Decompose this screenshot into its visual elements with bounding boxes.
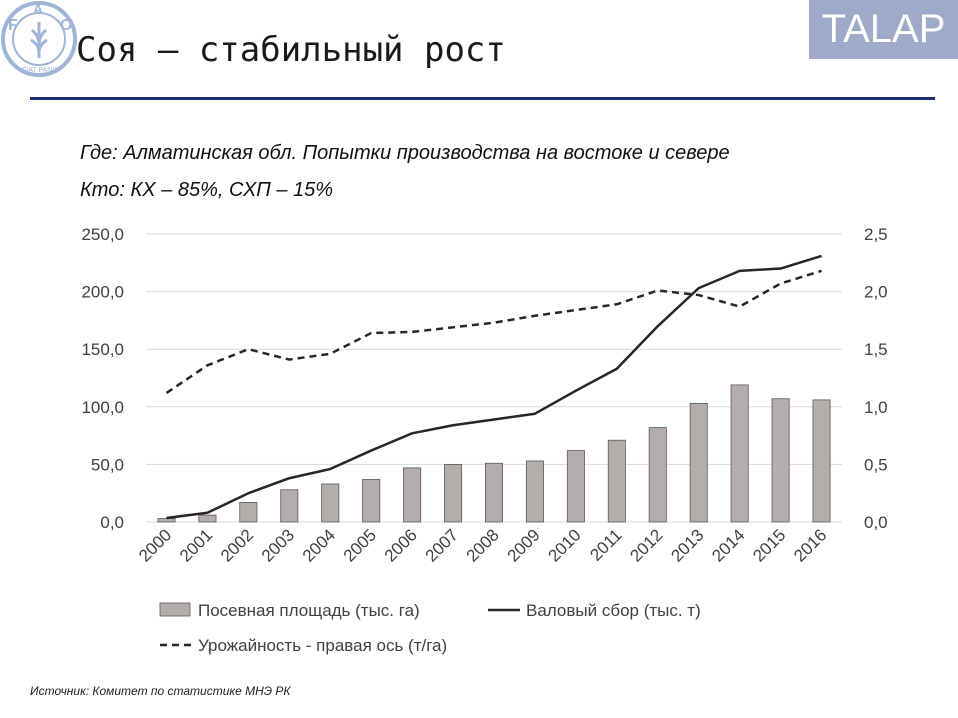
bar <box>730 384 749 523</box>
fao-logo: F A O FIAT PANIS <box>1 1 77 77</box>
subtitle-where: Где: Алматинская обл. Попытки производст… <box>80 142 730 164</box>
legend-label-area: Посевная площадь (тыс. га) <box>198 601 420 620</box>
x-tick-label: 2007 <box>422 525 462 565</box>
subtitle-who: Кто: КХ – 85%, СХП – 15% <box>80 179 334 201</box>
line-yield-dashed <box>165 269 822 395</box>
x-tick-label: 2010 <box>545 525 585 565</box>
bar <box>444 463 463 523</box>
x-tick-label: 2004 <box>299 525 339 565</box>
y-right-tick-label: 0,5 <box>864 455 888 474</box>
y-left-tick-label: 0,0 <box>100 513 124 532</box>
y-right-tick-label: 1,5 <box>864 340 888 359</box>
svg-text:A: A <box>33 1 43 17</box>
x-tick-label: 2012 <box>626 525 666 565</box>
line-series <box>165 254 822 520</box>
y-left-tick-label: 200,0 <box>81 283 124 302</box>
y-left-tick-label: 100,0 <box>81 398 124 417</box>
bar <box>689 402 708 523</box>
x-tick-label: 2006 <box>381 525 421 565</box>
legend-swatch-bar <box>159 602 191 617</box>
legend-label-yield: Урожайность - правая ось (т/га) <box>198 636 447 655</box>
title-divider <box>30 97 935 100</box>
x-tick-label: 2003 <box>258 525 298 565</box>
bar <box>607 439 626 523</box>
x-tick-label: 2013 <box>667 525 707 565</box>
svg-text:O: O <box>60 17 72 34</box>
y-left-tick-label: 50,0 <box>91 455 124 474</box>
x-tick-label: 2000 <box>135 525 175 565</box>
x-axis: 2000 2001 2002 2003 2004 2005 2006 2007 2008 2009… <box>135 525 830 565</box>
x-tick-label: 2008 <box>463 525 503 565</box>
y-right-tick-label: 0,0 <box>864 513 888 532</box>
x-tick-label: 2011 <box>586 525 625 564</box>
y-left-tick-label: 150,0 <box>81 340 124 359</box>
x-tick-label: 2015 <box>749 525 789 565</box>
bar <box>771 398 790 523</box>
y-right-tick-label: 1,0 <box>864 398 888 417</box>
y-right-tick-label: 2,0 <box>864 283 888 302</box>
logo-motto: FIAT PANIS <box>22 67 59 74</box>
page-title: Соя – стабильный рост <box>76 30 506 70</box>
svg-text:F: F <box>8 17 18 34</box>
y-axis-left: 0,0 50,0 100,0 150,0 200,0 250,0 <box>81 225 124 532</box>
y-axis-right: 0,0 0,5 1,0 1,5 2,0 2,5 <box>864 225 888 532</box>
bar <box>403 467 422 523</box>
x-tick-label: 2016 <box>790 525 830 565</box>
x-tick-label: 2005 <box>340 525 380 565</box>
talap-brand-logo: TALAP <box>809 0 958 59</box>
x-tick-label: 2014 <box>708 525 748 565</box>
bar <box>362 478 381 523</box>
line-gross-harvest <box>166 254 822 520</box>
bar <box>648 427 667 523</box>
bar <box>566 450 585 523</box>
bar <box>525 460 544 523</box>
x-tick-label: 2001 <box>176 525 216 565</box>
bar <box>157 518 176 523</box>
bar <box>280 489 299 523</box>
legend-label-harvest: Валовый сбор (тыс. т) <box>526 601 701 620</box>
source-note: Источник: Комитет по статистике МНЭ РК <box>30 684 291 698</box>
x-tick-label: 2009 <box>504 525 544 565</box>
y-right-tick-label: 2,5 <box>864 225 888 244</box>
bar <box>239 502 258 523</box>
bar <box>812 399 831 523</box>
y-left-tick-label: 250,0 <box>81 225 124 244</box>
bar <box>321 483 340 523</box>
bar-series-area <box>157 384 831 523</box>
bar <box>198 514 217 523</box>
x-tick-label: 2002 <box>217 525 257 565</box>
bar <box>485 462 503 523</box>
chart-legend: Посевная площадь (тыс. га) Валовый сбор (… <box>159 601 701 655</box>
